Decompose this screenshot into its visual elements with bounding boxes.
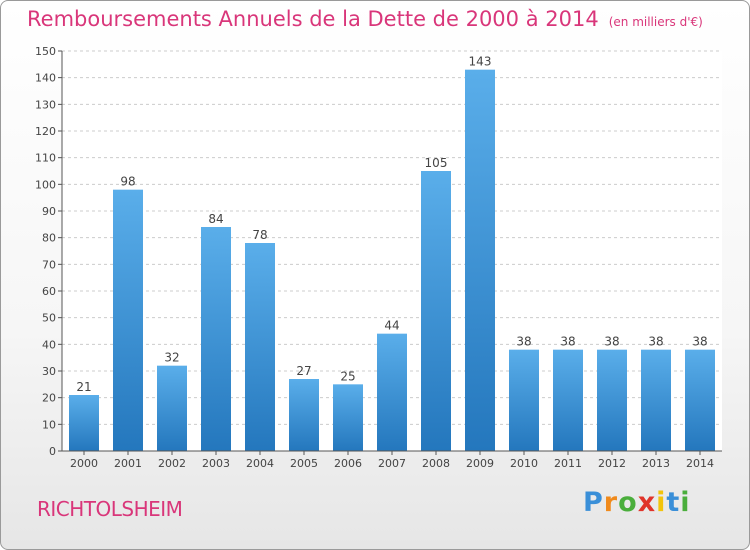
x-tick-label: 2000 [70, 457, 98, 470]
bar-value-label: 78 [252, 228, 267, 242]
chart-unit: (en milliers d'€) [608, 15, 703, 29]
x-tick-label: 2009 [466, 457, 494, 470]
y-tick-label: 20 [42, 392, 56, 405]
bar-value-label: 38 [692, 335, 707, 349]
bar [597, 349, 627, 451]
y-tick-label: 100 [35, 178, 56, 191]
bar-value-label: 27 [296, 364, 311, 378]
y-tick-label: 10 [42, 418, 56, 431]
bar-value-label: 25 [340, 369, 355, 383]
logo-letter: i [680, 487, 691, 518]
y-tick-label: 70 [42, 258, 56, 271]
bar-value-label: 38 [516, 335, 531, 349]
bar [465, 69, 495, 452]
bar [245, 243, 275, 451]
logo-letter: P [583, 487, 604, 518]
x-tick-label: 2008 [422, 457, 450, 470]
x-tick-label: 2003 [202, 457, 230, 470]
y-tick-label: 150 [35, 45, 56, 58]
x-tick-label: 2002 [158, 457, 186, 470]
bar-value-label: 98 [120, 175, 135, 189]
bar-value-label: 38 [648, 335, 663, 349]
y-tick-label: 140 [35, 72, 56, 85]
y-tick-label: 30 [42, 365, 56, 378]
bar [641, 349, 671, 451]
bar [201, 227, 231, 451]
x-tick-label: 2011 [554, 457, 582, 470]
bar-value-label: 32 [164, 351, 179, 365]
logo-letter: x [637, 487, 657, 518]
logo-letter: o [618, 487, 638, 518]
commune-name: RICHTOLSHEIM [37, 497, 183, 521]
bar-value-label: 143 [469, 55, 492, 69]
x-tick-label: 2010 [510, 457, 538, 470]
bar [113, 189, 143, 451]
logo-letter: r [603, 487, 619, 518]
proxiti-logo[interactable]: Proxiti [583, 487, 691, 518]
bar-value-label: 38 [604, 335, 619, 349]
bar-value-label: 44 [384, 319, 399, 333]
x-tick-label: 2007 [378, 457, 406, 470]
bar [69, 395, 99, 451]
bar [685, 349, 715, 451]
bar [333, 384, 363, 451]
bar [377, 333, 407, 451]
bar-value-label: 21 [76, 380, 91, 394]
x-tick-label: 2014 [686, 457, 714, 470]
y-tick-label: 110 [35, 152, 56, 165]
bar [421, 171, 451, 451]
x-tick-label: 2013 [642, 457, 670, 470]
logo-letter: t [666, 487, 681, 518]
bar-value-label: 105 [425, 156, 448, 170]
x-tick-label: 2012 [598, 457, 626, 470]
x-tick-label: 2006 [334, 457, 362, 470]
x-tick-label: 2005 [290, 457, 318, 470]
logo-letter: i [656, 487, 667, 518]
y-tick-label: 80 [42, 232, 56, 245]
chart-title-text: Remboursements Annuels de la Dette de 20… [27, 7, 599, 31]
bar-value-label: 84 [208, 212, 223, 226]
bar [553, 349, 583, 451]
chart-title: Remboursements Annuels de la Dette de 20… [27, 7, 703, 31]
bar-value-label: 38 [560, 335, 575, 349]
bar [157, 365, 187, 451]
y-tick-label: 60 [42, 285, 56, 298]
y-tick-label: 50 [42, 312, 56, 325]
x-tick-label: 2001 [114, 457, 142, 470]
y-tick-label: 0 [49, 445, 56, 458]
bar [289, 379, 319, 451]
y-tick-label: 90 [42, 205, 56, 218]
y-tick-label: 40 [42, 338, 56, 351]
y-tick-label: 130 [35, 98, 56, 111]
x-tick-label: 2004 [246, 457, 274, 470]
y-tick-label: 120 [35, 125, 56, 138]
bar [509, 349, 539, 451]
